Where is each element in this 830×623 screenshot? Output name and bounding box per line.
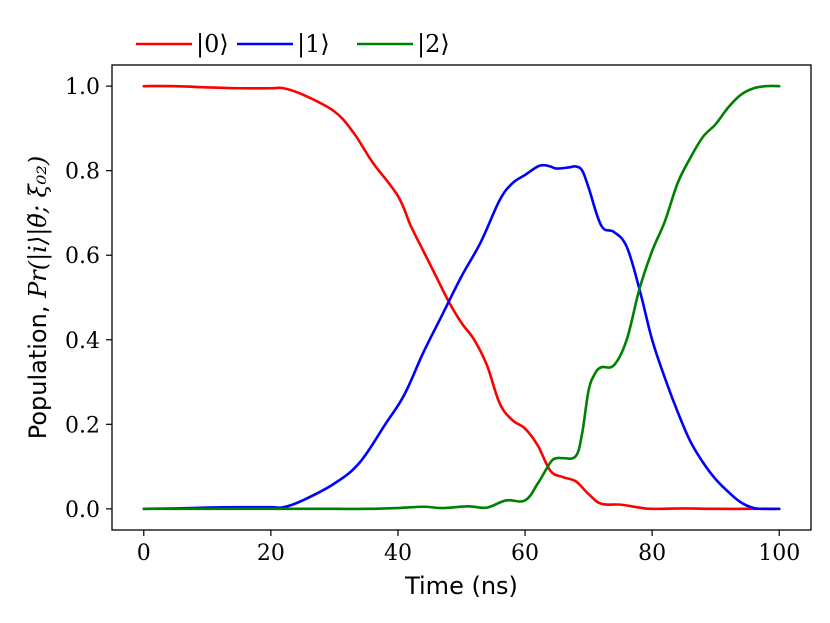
series-layer bbox=[142, 84, 781, 511]
legend-label-0: |0⟩ bbox=[196, 30, 229, 59]
x-tick-label: 20 bbox=[257, 541, 285, 566]
y-axis-label-prefix: Population, bbox=[24, 298, 52, 439]
y-tick-label: 0.8 bbox=[65, 160, 100, 185]
legend: |0⟩ |1⟩ |2⟩ bbox=[136, 30, 450, 59]
series-line-2 bbox=[142, 84, 781, 511]
y-tick-label: 0.6 bbox=[65, 244, 100, 269]
x-tick-label: 100 bbox=[758, 541, 800, 566]
y-tick-label: 1.0 bbox=[65, 75, 100, 100]
x-tick-label: 40 bbox=[384, 541, 412, 566]
series-line-1 bbox=[142, 163, 781, 511]
x-axis-label: Time (ns) bbox=[404, 572, 518, 600]
legend-label-1: |1⟩ bbox=[297, 30, 330, 59]
y-tick-label: 0.4 bbox=[65, 329, 100, 354]
x-tick-label: 80 bbox=[638, 541, 666, 566]
legend-label-2: |2⟩ bbox=[417, 30, 450, 59]
x-tick-label: 0 bbox=[137, 541, 151, 566]
y-axis-label: Population, Pr(|i⟩|θ̃; ξ₀₂) bbox=[24, 156, 53, 440]
y-axis-label-math: Pr(|i⟩|θ̃; ξ₀₂) bbox=[24, 156, 53, 299]
y-tick-label: 0.0 bbox=[65, 498, 100, 523]
x-tick-label: 60 bbox=[511, 541, 539, 566]
plot-frame bbox=[111, 64, 812, 531]
y-tick-label: 0.2 bbox=[65, 413, 100, 438]
x-axis-ticks: 0 20 40 60 80 100 bbox=[137, 530, 800, 566]
series-line-0 bbox=[142, 84, 781, 511]
y-axis-ticks: 0.0 0.2 0.4 0.6 0.8 1.0 bbox=[65, 75, 112, 523]
